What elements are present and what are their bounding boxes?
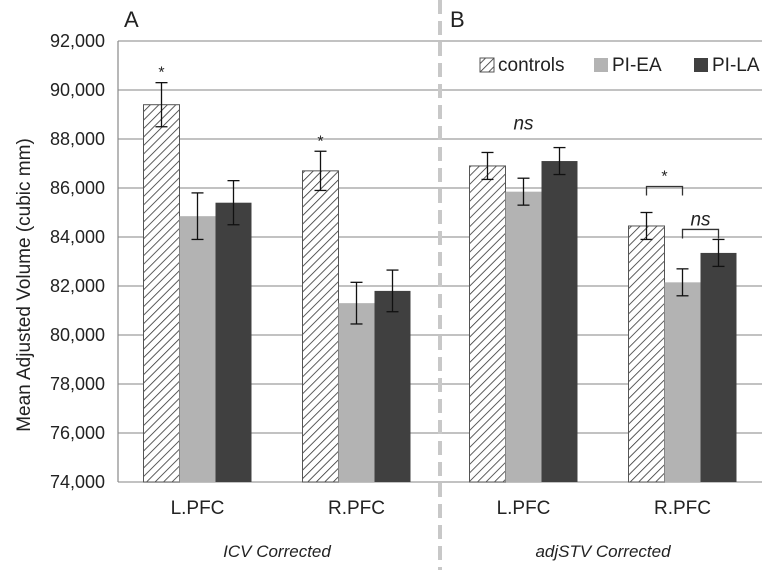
error-bar [386, 269, 399, 313]
error-bar [640, 211, 653, 241]
y-axis: 74,000 76,000 78,000 80,000 82,000 84,000 86,0… [50, 31, 105, 492]
x-tick-label: L.PFC [171, 498, 225, 519]
panel-subtitle: adjSTV Corrected [535, 542, 671, 561]
error-bar [350, 281, 363, 325]
legend-label: PI-EA [612, 55, 662, 76]
y-tick-label: 82,000 [50, 276, 105, 296]
bar-pi-la [700, 252, 737, 482]
bar-pi-la [374, 290, 411, 482]
y-tick-label: 84,000 [50, 227, 105, 247]
significance-label: * [158, 65, 164, 82]
bar-pi-la [541, 161, 578, 483]
panel-subtitle: ICV Corrected [223, 542, 331, 561]
bar-controls [628, 225, 665, 483]
significance-label: ns [690, 209, 711, 230]
x-tick-label: R.PFC [328, 498, 385, 519]
legend-label: PI-LA [712, 55, 760, 76]
y-tick-label: 88,000 [50, 129, 105, 149]
legend-swatch [694, 58, 708, 72]
legend-item-pi-ea: PI-EA [594, 55, 662, 76]
y-tick-label: 90,000 [50, 80, 105, 100]
y-tick-label: 74,000 [50, 472, 105, 492]
error-bar [155, 82, 168, 128]
bar-pi-ea [338, 303, 375, 482]
error-bar [517, 177, 530, 206]
panel-letter: A [124, 7, 139, 32]
x-tick-label: R.PFC [654, 498, 711, 519]
legend-item-controls: controls [479, 55, 565, 76]
error-bar [553, 146, 566, 176]
y-tick-label: 80,000 [50, 325, 105, 345]
bars [143, 82, 737, 483]
bracket-line [681, 228, 720, 239]
bracket-line [645, 185, 684, 196]
y-tick-label: 86,000 [50, 178, 105, 198]
significance-bracket: ns [681, 209, 720, 239]
error-bar [481, 151, 494, 181]
category-labels: A L.PFC R.PFC ICV Corrected B L.PFC R.PFC adjST… [124, 7, 711, 561]
significance-label: * [661, 169, 667, 186]
panel-letter: B [450, 7, 465, 32]
error-bar [712, 238, 725, 268]
legend-item-pi-la: PI-LA [694, 55, 760, 76]
error-bar [191, 192, 204, 241]
legend: controls PI-EA PI-LA [479, 55, 760, 76]
bar-controls [469, 165, 506, 483]
significance-label: * [317, 133, 323, 150]
y-axis-label: Mean Adjusted Volume (cubic mm) [14, 138, 35, 432]
y-tick-label: 78,000 [50, 374, 105, 394]
significance-bracket: * [645, 169, 684, 196]
error-bar [227, 179, 240, 226]
bar-pi-ea [664, 282, 701, 482]
legend-swatch [594, 58, 608, 72]
legend-label: controls [498, 55, 565, 76]
bar-pi-ea [179, 216, 216, 483]
bar-controls [302, 170, 339, 483]
legend-swatch [479, 57, 495, 73]
y-tick-label: 76,000 [50, 423, 105, 443]
annotations: * * ns * ns [158, 65, 720, 239]
y-tick-label: 92,000 [50, 31, 105, 51]
error-bar [676, 268, 689, 297]
x-tick-label: L.PFC [497, 498, 551, 519]
bar-pi-ea [505, 191, 542, 483]
bar-controls [143, 104, 180, 483]
error-bar [314, 150, 327, 192]
bar-pi-la [215, 202, 252, 482]
significance-label: ns [513, 114, 534, 135]
